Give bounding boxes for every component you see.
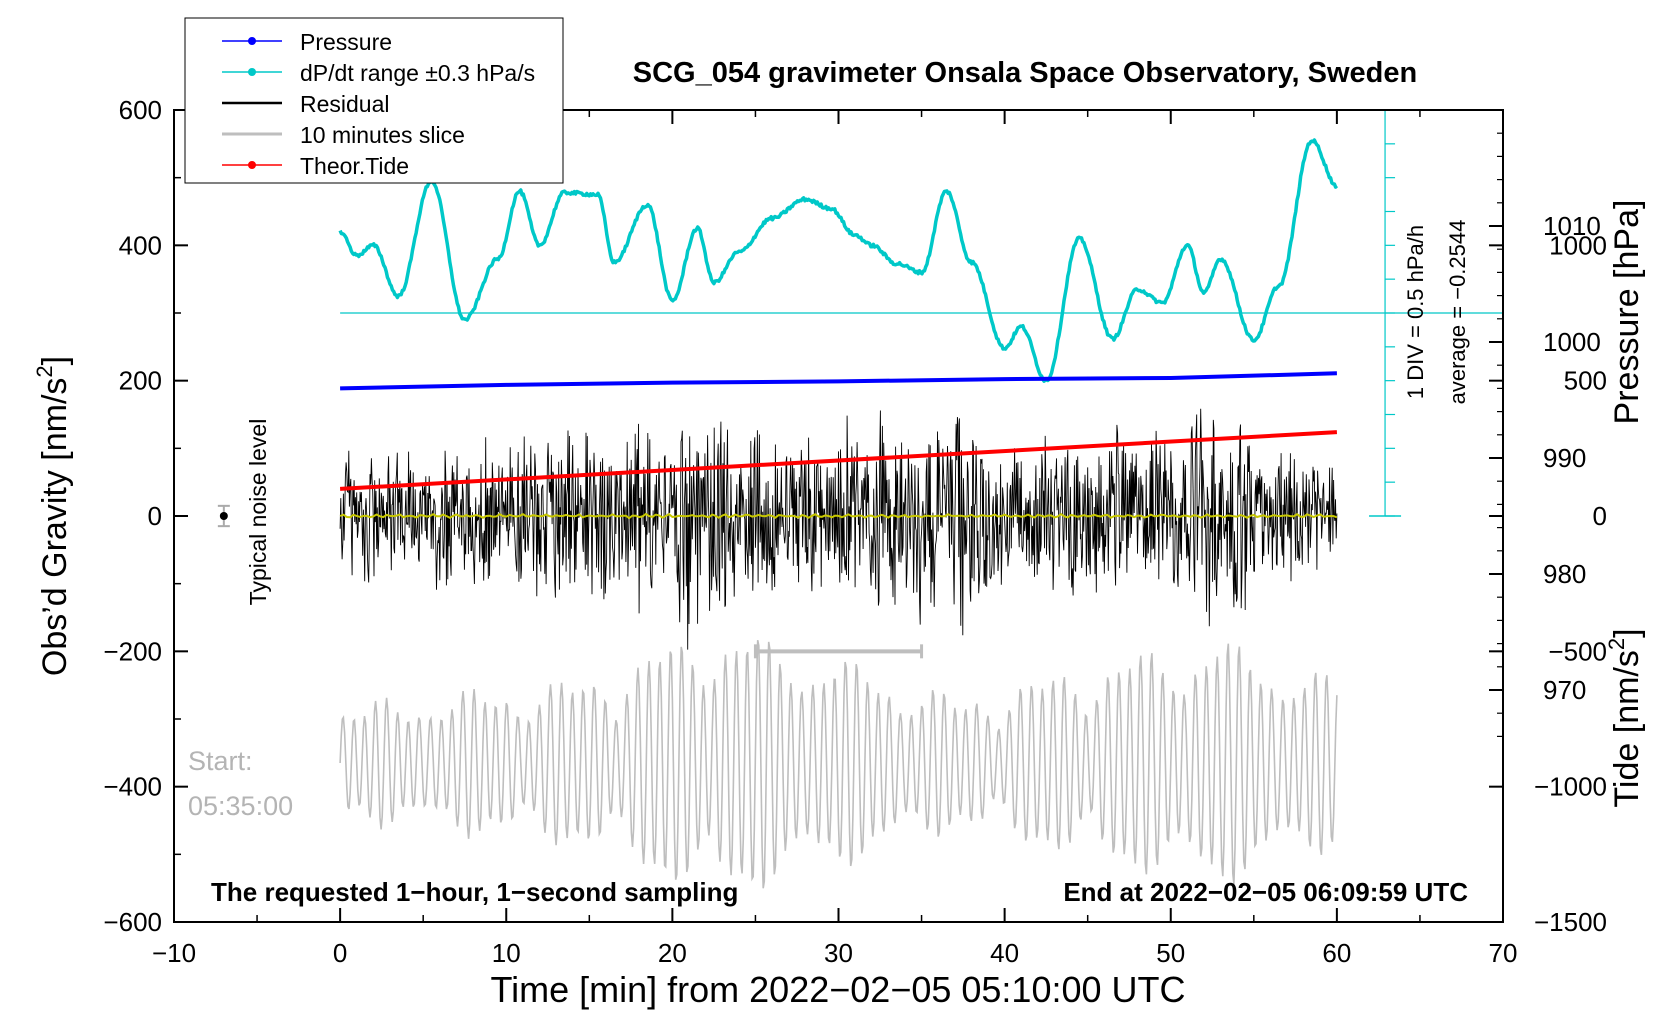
legend-marker bbox=[248, 161, 256, 169]
slice-line bbox=[339, 640, 1338, 889]
start-label: Start: bbox=[188, 746, 253, 776]
tide-tick-label: −1500 bbox=[1534, 907, 1607, 937]
legend-box bbox=[184, 17, 564, 184]
noise-level-label: Typical noise level bbox=[245, 419, 271, 606]
noise-point bbox=[219, 512, 228, 520]
x-tick-label: 20 bbox=[658, 938, 687, 968]
y-axis-pressure: 1010 1000 990 980 970 bbox=[1489, 109, 1601, 738]
tide-series bbox=[339, 430, 1338, 491]
y-axis-label-left: Obs’d Gravity [nm/s2] bbox=[32, 356, 74, 676]
x-tick-label: 60 bbox=[1322, 938, 1351, 968]
tide-tick-label: 0 bbox=[1593, 501, 1607, 531]
x-tick-label: −10 bbox=[152, 938, 196, 968]
tide-tick-label: 1000 bbox=[1549, 230, 1607, 260]
y-tick-label: −200 bbox=[103, 636, 162, 666]
legend-label: dP/dt range ±0.3 hPa/s bbox=[300, 60, 535, 86]
tide-line bbox=[339, 430, 1338, 491]
legend-label: Residual bbox=[300, 91, 390, 117]
y-tick-label: 200 bbox=[119, 366, 162, 396]
y-tick-label: 600 bbox=[119, 95, 162, 125]
legend-label: Pressure bbox=[300, 29, 392, 55]
y-axis-label-tide-sup: 2 bbox=[1604, 638, 1629, 650]
y-axis-label-pressure: Pressure [hPa] bbox=[1608, 200, 1646, 425]
y-axis-label-tide-end: ] bbox=[1608, 628, 1646, 637]
tide-tick-label: −500 bbox=[1548, 636, 1607, 666]
residual-series bbox=[339, 408, 1338, 650]
y-tick-label: −400 bbox=[103, 772, 162, 802]
y-tick-label: 0 bbox=[148, 501, 162, 531]
scale-average-label: average = −0.2544 bbox=[1445, 220, 1470, 405]
legend-marker bbox=[248, 68, 256, 76]
residual-line bbox=[339, 408, 1338, 650]
x-tick-label: 70 bbox=[1489, 938, 1518, 968]
legend-label: Theor.Tide bbox=[300, 153, 409, 179]
pressure-tick-label: 1010 bbox=[1543, 211, 1601, 241]
annotations-group bbox=[217, 504, 924, 659]
dpdt-line bbox=[338, 138, 1339, 383]
x-tick-label: 40 bbox=[990, 938, 1019, 968]
x-tick-label: 30 bbox=[824, 938, 853, 968]
pressure-tick-label: 970 bbox=[1543, 675, 1586, 705]
footer-right-note: End at 2022−02−05 06:09:59 UTC bbox=[1063, 877, 1468, 907]
residual-mean-series bbox=[339, 512, 1338, 520]
scale-div-label: 1 DIV = 0.5 hPa/h bbox=[1403, 225, 1428, 399]
x-axis-label: Time [min] from 2022−02−05 05:10:00 UTC bbox=[490, 969, 1185, 1010]
y-axis-label-tide: Tide [nm/s2] bbox=[1604, 628, 1646, 807]
y-axis-left: 600 400 200 0 −200 −400 −600 bbox=[103, 95, 188, 937]
legend: Pressure dP/dt range ±0.3 hPa/s Residual 10… bbox=[184, 17, 564, 184]
tide-tick-label: 500 bbox=[1564, 366, 1607, 396]
y-tick-label: 400 bbox=[119, 230, 162, 260]
residual-mean-line bbox=[339, 512, 1338, 520]
chart-title: SCG_054 gravimeter Onsala Space Observat… bbox=[633, 57, 1417, 89]
tide-tick-label: −1000 bbox=[1534, 772, 1607, 802]
y-axis-label-left-sup: 2 bbox=[32, 365, 57, 377]
pressure-series bbox=[340, 371, 1337, 391]
legend-label: 10 minutes slice bbox=[300, 122, 465, 148]
y-axis-label-tide-text: Tide [nm/s bbox=[1608, 650, 1646, 807]
slice-series bbox=[339, 640, 1338, 889]
pressure-tick-label: 1000 bbox=[1543, 327, 1601, 357]
x-tick-label: 0 bbox=[333, 938, 347, 968]
dpdt-series bbox=[338, 138, 1339, 383]
legend-marker bbox=[248, 37, 256, 45]
pressure-line bbox=[340, 371, 1337, 391]
pressure-tick-label: 980 bbox=[1543, 559, 1586, 589]
y-tick-label: −600 bbox=[103, 907, 162, 937]
footer-left-note: The requested 1−hour, 1−second sampling bbox=[211, 877, 738, 907]
y-axis-tide: 1000 500 0 −500 −1000 −1500 bbox=[1489, 230, 1607, 937]
y-axis-label-left-text: Obs’d Gravity [nm/s bbox=[36, 378, 74, 677]
x-tick-label: 50 bbox=[1156, 938, 1185, 968]
pressure-tick-label: 990 bbox=[1543, 443, 1586, 473]
start-time: 05:35:00 bbox=[188, 791, 293, 821]
y-axis-label-left-end: ] bbox=[36, 356, 74, 365]
x-tick-label: 10 bbox=[492, 938, 521, 968]
legend-entries: Pressure dP/dt range ±0.3 hPa/s Residual 10… bbox=[222, 29, 535, 179]
